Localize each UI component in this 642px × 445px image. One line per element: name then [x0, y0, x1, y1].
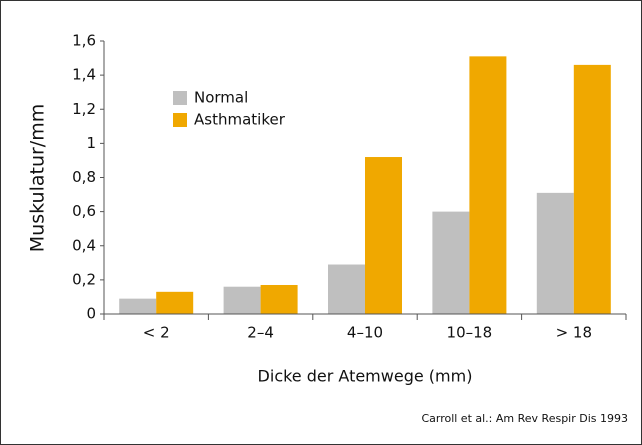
bar — [469, 56, 507, 314]
y-tick-label: 0,4 — [72, 236, 96, 254]
legend-label: Asthmatiker — [194, 111, 286, 129]
x-tick-label: 10–18 — [447, 324, 493, 342]
y-tick-label: 0,8 — [72, 168, 96, 186]
x-tick-label: > 18 — [556, 324, 592, 342]
bar — [260, 284, 298, 314]
x-axis-label: Dicke der Atemwege (mm) — [258, 367, 473, 386]
x-tick-label: 4–10 — [347, 324, 383, 342]
legend-label: Normal — [194, 89, 248, 107]
y-tick-label: 1 — [86, 134, 96, 152]
bar — [328, 264, 365, 314]
y-tick-label: 0,6 — [72, 202, 96, 220]
x-tick-label: < 2 — [143, 324, 170, 342]
bar — [536, 192, 574, 314]
y-tick-label: 0 — [86, 305, 96, 323]
x-tick-label: 2–4 — [247, 324, 274, 342]
legend-swatch — [173, 113, 187, 127]
y-tick-label: 1,6 — [72, 32, 96, 50]
source: Carroll et al.: Am Rev Respir Dis 1993 — [421, 412, 628, 425]
bar — [365, 157, 402, 314]
legend-swatch — [173, 91, 187, 105]
y-axis-label: Muskulatur/mm — [27, 104, 49, 252]
y-tick-label: 0,2 — [72, 270, 96, 288]
y-tick-label: 1,2 — [72, 100, 96, 118]
bar — [156, 291, 194, 314]
bar — [573, 64, 611, 314]
bar — [432, 211, 470, 314]
bar — [119, 298, 157, 314]
y-tick-label: 1,4 — [72, 66, 96, 84]
bar — [223, 286, 261, 314]
